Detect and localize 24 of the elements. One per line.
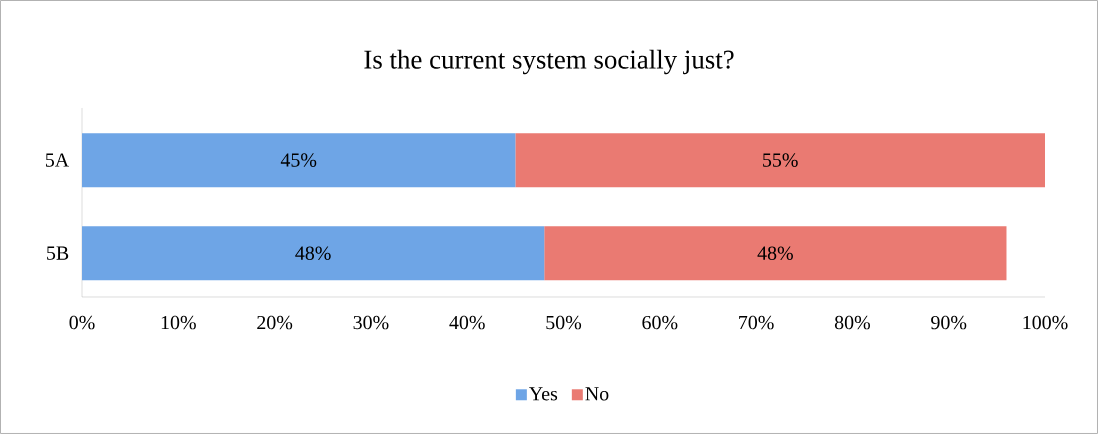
x-tick-label: 70% xyxy=(739,315,774,330)
x-tick-label: 40% xyxy=(449,315,485,330)
bar xyxy=(515,133,1046,188)
x-tick-label: 20% xyxy=(257,315,293,330)
legend-label: Yes xyxy=(529,387,558,401)
x-tick-label: 100% xyxy=(1023,315,1068,330)
data-label: 48% xyxy=(295,246,331,260)
bar xyxy=(544,226,1007,281)
chart-title: Is the current system socially just? xyxy=(364,49,734,75)
legend-label: No xyxy=(585,387,609,401)
x-tick-label: 10% xyxy=(161,315,196,330)
bar xyxy=(82,226,545,281)
data-label: 55% xyxy=(763,153,798,167)
x-tick-label: 30% xyxy=(353,315,389,330)
x-tick-label: 90% xyxy=(931,315,967,330)
x-tick-label: 50% xyxy=(546,315,582,330)
y-tick-label: 5B xyxy=(47,246,69,260)
data-label: 45% xyxy=(280,153,317,167)
data-label: 48% xyxy=(757,246,793,260)
x-tick-label: 80% xyxy=(834,315,870,330)
y-tick-label: 5A xyxy=(45,153,70,167)
x-tick-label: 0% xyxy=(69,315,95,330)
bar xyxy=(82,133,516,188)
x-tick-label: 60% xyxy=(642,315,678,330)
